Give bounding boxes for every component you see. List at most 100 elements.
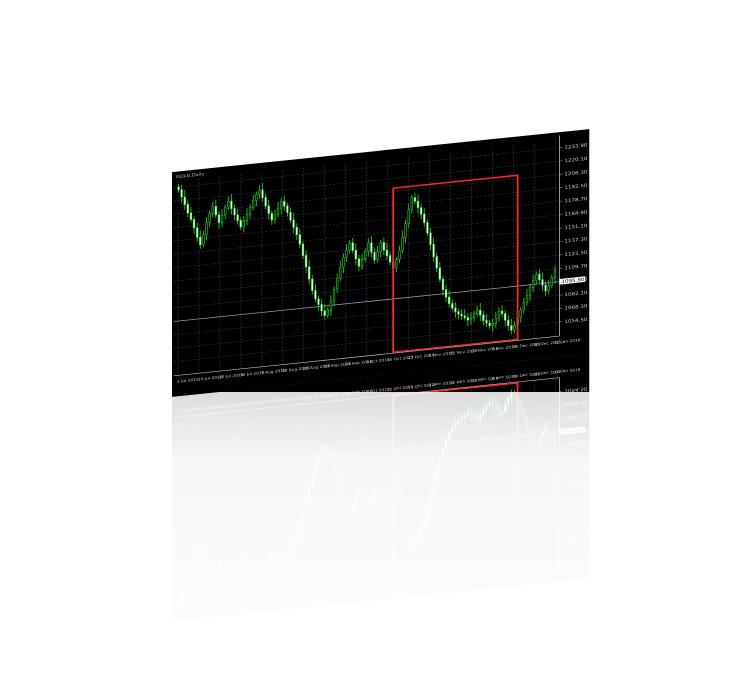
candle-body	[242, 220, 246, 228]
candle	[320, 299, 323, 316]
x-tick-label: 30 Jul 2015	[240, 370, 265, 377]
candle-body	[208, 213, 211, 223]
grid-line-horizontal	[173, 214, 560, 255]
candle	[528, 283, 532, 302]
candle-body	[283, 200, 286, 207]
candle-body	[261, 189, 264, 199]
candle-body	[535, 273, 538, 281]
candle-body	[339, 266, 342, 279]
candle	[342, 253, 345, 273]
candle-body	[329, 300, 333, 311]
y-tick-label: 1054.50	[564, 317, 587, 325]
candle	[494, 311, 497, 329]
candle-body	[407, 209, 410, 224]
candle-body	[351, 242, 354, 251]
grid-line-horizontal	[173, 254, 560, 295]
x-tick-label: 5 Nov 2015	[429, 351, 455, 358]
candle-body	[454, 307, 457, 313]
candle	[180, 184, 183, 204]
candle	[357, 254, 361, 272]
candle	[360, 253, 364, 271]
candle	[416, 194, 420, 214]
current-price-line	[173, 281, 560, 322]
grid-line-horizontal	[173, 241, 560, 282]
candle	[448, 290, 451, 308]
candle-body	[248, 207, 252, 215]
candle	[295, 223, 298, 240]
candle	[211, 201, 214, 218]
candle-body	[289, 211, 292, 221]
candle-body	[510, 325, 513, 331]
candle	[336, 273, 339, 293]
candle-body	[476, 310, 479, 314]
y-tick-label: 1192.50	[564, 183, 587, 191]
candle	[466, 313, 469, 327]
candle	[522, 297, 525, 314]
y-tick-label: 1137.30	[564, 237, 587, 245]
x-tick-label-reflection: 15 Oct 2015	[387, 385, 414, 392]
candle	[519, 307, 522, 323]
candle	[323, 303, 326, 320]
candle-body	[497, 310, 501, 319]
candle-body	[202, 234, 205, 245]
candle	[292, 212, 295, 234]
candle	[208, 210, 211, 228]
candle	[189, 206, 193, 223]
candle	[553, 265, 557, 284]
candle-body	[314, 289, 317, 300]
candle	[504, 310, 507, 327]
x-tick-label-reflection: 15 Nov 2015	[450, 378, 478, 385]
x-tick-label-reflection: 5 Oct 2015	[366, 387, 391, 394]
candle-body	[177, 186, 180, 191]
candle	[485, 314, 488, 328]
candle-body	[482, 314, 485, 321]
candle-body	[326, 310, 329, 316]
candle-body	[448, 296, 451, 305]
candle-body	[507, 319, 510, 327]
x-tick-label: 28 Aug 2015	[303, 363, 331, 370]
x-tick-label-reflection: 8 Dec 2015	[492, 374, 518, 381]
candle	[491, 318, 494, 332]
grid-line-horizontal	[173, 321, 560, 362]
candle-body	[360, 258, 364, 267]
candle-body	[532, 280, 535, 288]
candle	[177, 183, 180, 193]
candle-body	[186, 204, 190, 214]
candle-body	[342, 256, 345, 268]
candle	[301, 241, 305, 259]
candle	[382, 237, 385, 256]
candle-body	[429, 232, 432, 245]
candle-body	[528, 287, 532, 296]
candle	[230, 194, 233, 215]
candle	[183, 190, 186, 210]
candle	[532, 274, 535, 293]
candle-body	[211, 206, 214, 214]
candle-body	[230, 200, 233, 209]
y-tick-label: 1178.70	[564, 197, 587, 205]
candle-body	[382, 242, 385, 251]
candle-body	[224, 206, 227, 216]
candle	[463, 308, 466, 321]
candle	[317, 295, 320, 311]
grid-line-horizontal	[173, 268, 560, 309]
grid-line-horizontal	[173, 294, 560, 336]
candle	[429, 227, 432, 251]
candle	[544, 281, 547, 296]
candle-body	[286, 205, 289, 213]
highlight-box	[392, 174, 519, 354]
candle	[454, 302, 457, 318]
current-price-box	[559, 276, 586, 285]
candle	[441, 276, 445, 296]
candle-body	[370, 242, 373, 253]
candle	[280, 197, 283, 215]
candle	[451, 299, 454, 312]
candle	[535, 271, 538, 285]
candle	[438, 261, 441, 283]
x-tick-label: 19 Aug 2015	[282, 365, 310, 372]
candle-body	[416, 200, 420, 209]
candle	[510, 318, 513, 335]
candle-body	[298, 234, 301, 245]
candle	[264, 193, 267, 210]
candle	[354, 243, 357, 265]
candle-body	[550, 277, 553, 286]
